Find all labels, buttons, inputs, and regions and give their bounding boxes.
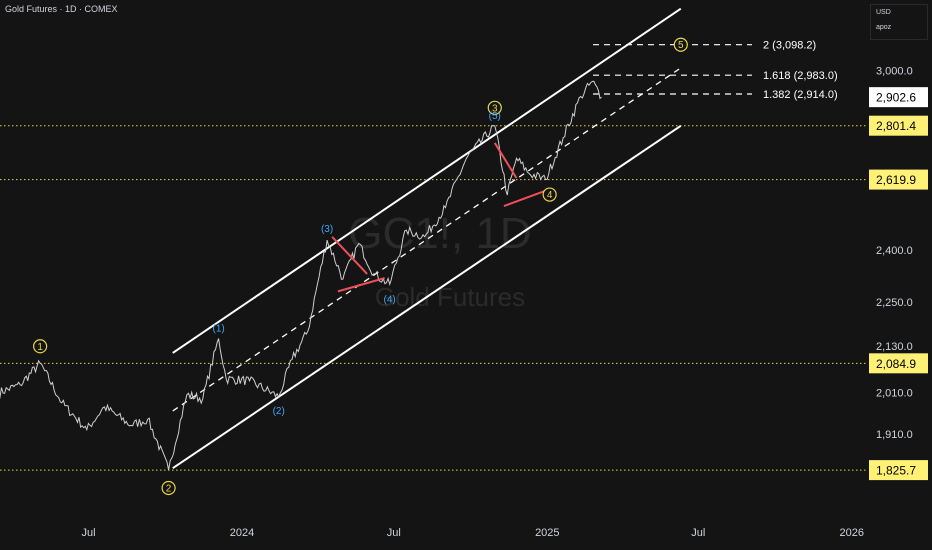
channel-upper-line[interactable] [172, 7, 682, 354]
watermark-name: Gold Futures [375, 282, 525, 312]
level-price-tag [869, 169, 928, 190]
symbol-title: Gold Futures · 1D · COMEX [5, 4, 118, 14]
watermark-ticker: GC1!, 1D [348, 209, 531, 258]
y-tick-label: 2,400.0 [876, 245, 913, 257]
x-tick-label: 2025 [535, 527, 559, 539]
currency-label: USD [876, 9, 891, 16]
wave-minor-label: (2) [273, 406, 285, 417]
level-price-label: 2,801.4 [876, 119, 916, 133]
wave-major-label: 5 [678, 40, 684, 51]
wave-major-label: 3 [492, 103, 498, 114]
wave-minor-label: (4) [384, 294, 396, 305]
time-axis[interactable] [0, 520, 868, 550]
x-tick-label: Jul [387, 527, 401, 539]
current-price-label: 2,902.6 [876, 91, 916, 105]
y-tick-label: 1,910.0 [876, 429, 913, 441]
x-tick-label: Jul [691, 527, 705, 539]
y-tick-label: 2,130.0 [876, 341, 913, 353]
wave-major-label: 1 [37, 342, 43, 353]
x-tick-label: 2026 [840, 527, 864, 539]
level-price-label: 2,619.9 [876, 173, 916, 187]
triangle-line[interactable] [503, 187, 552, 208]
level-price-label: 1,825.7 [876, 464, 916, 478]
level-price-tag [869, 115, 928, 136]
wave-major-circle [161, 480, 176, 496]
wave-major-label: 4 [547, 190, 553, 201]
fib-target-label: 1.618 (2,983.0) [763, 70, 838, 82]
level-price-label: 2,084.9 [876, 357, 916, 371]
triangle-line[interactable] [337, 277, 385, 293]
channel-mid-line[interactable] [172, 67, 682, 412]
y-tick-label: 3,000.0 [876, 66, 913, 78]
channel-lower-line[interactable] [172, 124, 682, 470]
price-line [0, 80, 602, 471]
x-tick-label: 2024 [230, 527, 254, 539]
wave-minor-label: (5) [489, 111, 501, 122]
current-price-tag [869, 87, 928, 108]
wave-major-circle [33, 339, 48, 354]
fib-target-label: 1.382 (2,914.0) [763, 89, 838, 101]
y-tick-label: 2,250.0 [876, 297, 913, 309]
y-tick-label: 2,010.0 [876, 388, 913, 400]
level-price-tag [869, 460, 928, 481]
currency-box[interactable]: USD apoz [870, 4, 928, 40]
level-price-tag [869, 353, 928, 374]
wave-minor-label: (1) [213, 324, 225, 335]
fib-target-label: 2 (3,098.2) [763, 40, 816, 52]
wave-major-circle [487, 100, 502, 115]
user-label: apoz [876, 24, 892, 31]
wave-major-label: 2 [166, 483, 172, 494]
triangle-line[interactable] [331, 236, 368, 275]
triangle-line[interactable] [493, 142, 518, 179]
wave-major-circle [673, 37, 688, 52]
wave-minor-label: (3) [321, 224, 333, 235]
x-tick-label: Jul [81, 527, 95, 539]
wave-major-circle [542, 187, 557, 202]
